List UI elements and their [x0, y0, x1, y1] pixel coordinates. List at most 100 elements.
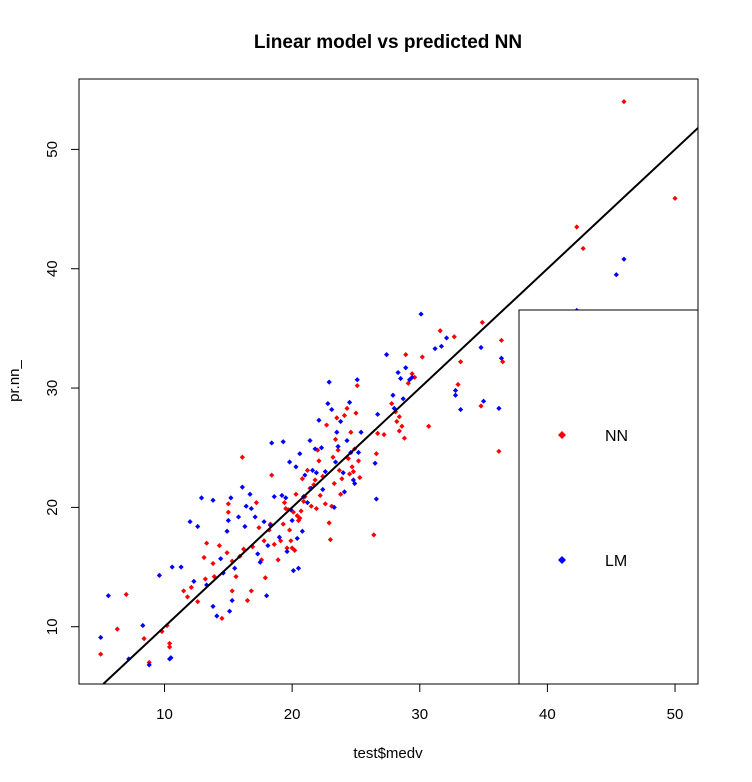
data-point-nn: [332, 436, 339, 442]
data-point-lm: [338, 418, 344, 425]
data-point-lm: [294, 535, 300, 542]
data-point-lm: [210, 497, 216, 503]
data-point-lm: [320, 486, 326, 493]
data-point-lm: [191, 578, 197, 584]
data-point-lm: [195, 523, 201, 530]
data-point-nn: [233, 574, 239, 580]
data-point-nn: [322, 501, 328, 507]
data-point-lm: [326, 379, 332, 385]
data-point-lm: [307, 437, 313, 444]
data-point-lm: [403, 365, 409, 371]
data-point-nn: [672, 195, 678, 201]
data-point-lm: [286, 459, 293, 465]
data-point-nn: [478, 403, 484, 409]
data-point-nn: [315, 447, 321, 453]
data-point-lm: [264, 593, 270, 599]
data-point-nn: [313, 505, 319, 512]
data-point-lm: [390, 392, 396, 398]
data-point-lm: [198, 495, 205, 501]
data-point-lm: [312, 446, 318, 452]
data-point-nn: [403, 352, 409, 358]
reference-line: [102, 127, 699, 685]
data-point-lm: [269, 440, 275, 446]
data-point-nn: [224, 550, 230, 556]
data-point-lm: [178, 564, 184, 570]
data-point-nn: [256, 525, 262, 531]
data-point-nn: [195, 599, 201, 605]
data-point-nn: [275, 557, 281, 563]
y-axis-label: pr.nn_: [6, 359, 23, 401]
y-axis: 10 20 30 40 50: [44, 141, 79, 635]
data-point-lm: [344, 437, 350, 444]
data-point-nn: [201, 554, 207, 561]
data-point-lm: [350, 477, 357, 483]
data-point-lm: [346, 399, 353, 405]
data-point-lm: [271, 494, 277, 500]
data-point-lm: [373, 496, 379, 502]
data-point-nn: [304, 467, 311, 474]
data-point-nn: [141, 636, 147, 642]
data-point-nn: [248, 588, 254, 594]
data-point-lm: [299, 528, 305, 534]
data-point-lm: [334, 429, 340, 435]
data-point-lm: [169, 564, 175, 570]
data-point-nn: [320, 473, 326, 479]
data-point-nn: [354, 383, 360, 389]
data-point-lm: [400, 396, 406, 402]
data-point-nn: [344, 405, 350, 411]
data-point-lm: [218, 556, 224, 562]
data-point-lm: [375, 411, 381, 417]
data-point-nn: [308, 503, 314, 509]
data-point-nn: [241, 546, 247, 552]
data-point-nn: [348, 429, 354, 435]
data-point-lm: [452, 392, 459, 398]
data-point-nn: [375, 430, 381, 437]
y-tick-label: 40: [44, 260, 61, 277]
data-point-lm: [322, 468, 328, 475]
data-point-nn: [409, 371, 415, 377]
data-point-lm: [224, 528, 230, 534]
data-point-nn: [451, 334, 457, 340]
data-point-nn: [204, 540, 210, 546]
data-point-lm: [225, 517, 231, 524]
data-point-lm: [432, 346, 438, 352]
data-point-nn: [350, 468, 357, 475]
legend-label-nn: NN: [605, 428, 628, 445]
data-point-nn: [426, 423, 432, 429]
data-point-lm: [156, 572, 163, 579]
data-point-nn: [396, 414, 402, 420]
data-point-nn: [338, 491, 344, 497]
data-point-lm: [613, 272, 619, 278]
data-point-nn: [293, 491, 299, 497]
data-point-lm: [168, 655, 174, 661]
data-point-nn: [399, 423, 405, 429]
data-point-nn: [290, 509, 297, 515]
data-point-nn: [346, 471, 353, 477]
data-point-nn: [419, 354, 425, 360]
y-tick-label: 50: [44, 141, 61, 158]
data-point-nn: [580, 245, 586, 252]
x-tick-label: 20: [284, 706, 301, 723]
data-point-lm: [295, 565, 302, 571]
data-point-lm: [309, 467, 316, 474]
data-point-nn: [327, 537, 334, 543]
data-point-lm: [335, 443, 341, 450]
legend-marker-lm: [558, 556, 566, 564]
data-point-nn: [336, 467, 342, 474]
data-point-lm: [290, 568, 297, 574]
data-point-lm: [406, 377, 413, 383]
data-point-lm: [280, 439, 286, 445]
data-point-nn: [278, 538, 284, 544]
data-point-lm: [105, 593, 111, 599]
data-point-lm: [140, 622, 146, 629]
data-point-nn: [496, 448, 502, 454]
data-point-lm: [313, 470, 319, 476]
x-tick-label: 40: [539, 706, 556, 723]
data-point-lm: [409, 374, 415, 380]
data-point-lm: [341, 489, 348, 495]
legend-box: [518, 309, 699, 685]
legend-label-lm: LM: [605, 553, 627, 570]
data-point-nn: [334, 415, 340, 421]
data-point-lm: [293, 464, 299, 470]
